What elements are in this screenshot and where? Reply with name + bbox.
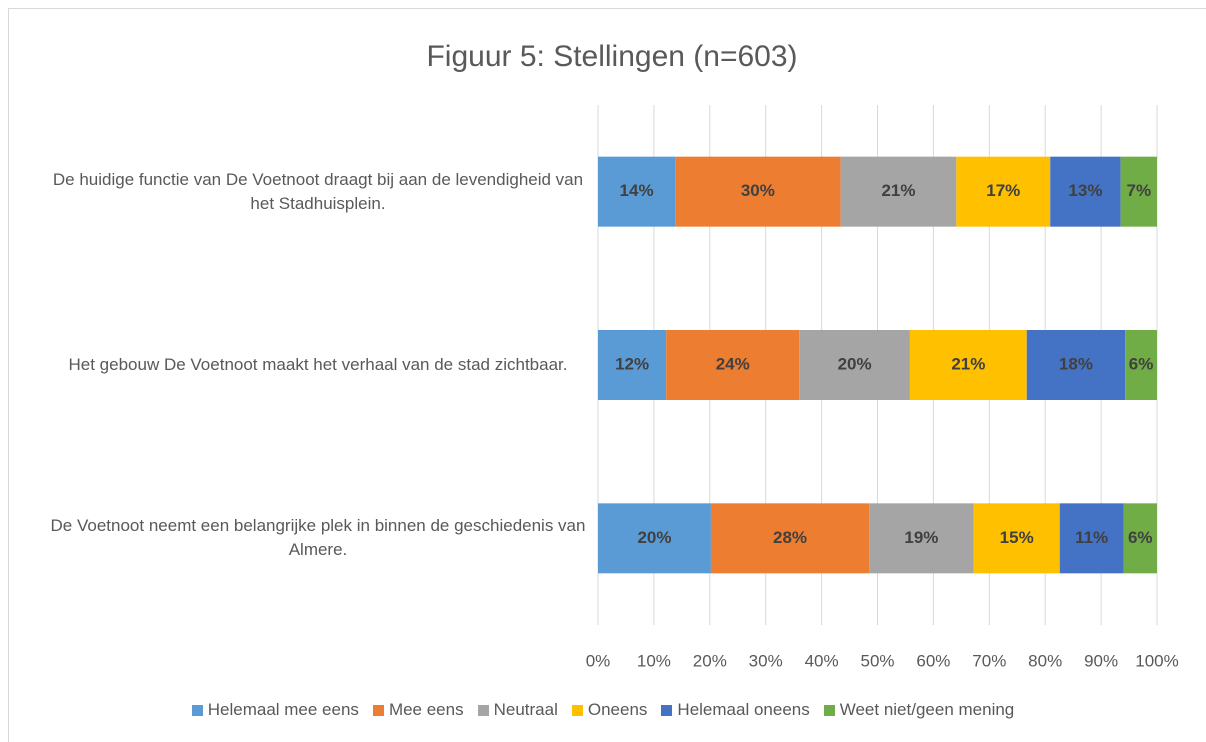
bar-segment	[1026, 330, 1126, 400]
x-tick-label: 50%	[860, 651, 894, 670]
chart-title: Figuur 5: Stellingen (n=603)	[426, 40, 797, 73]
bar-segment	[598, 330, 667, 400]
data-label: 30%	[741, 181, 775, 200]
x-tick-label: 30%	[749, 651, 783, 670]
x-tick-label: 60%	[916, 651, 950, 670]
x-tick-label: 90%	[1084, 651, 1118, 670]
data-label: 19%	[904, 528, 938, 547]
chart-border	[8, 8, 1206, 742]
bar-segment	[675, 156, 841, 227]
x-tick-label: 0%	[586, 651, 611, 670]
legend-item: Helemaal mee eens	[191, 700, 359, 720]
x-tick-label: 70%	[972, 651, 1006, 670]
data-label: 13%	[1068, 181, 1102, 200]
data-label: 6%	[1129, 354, 1154, 373]
bar-segment	[869, 503, 974, 574]
bar-segment	[973, 503, 1060, 574]
legend-item: Weet niet/geen mening	[823, 700, 1015, 720]
legend-swatch	[477, 704, 489, 716]
bar-segment	[1125, 330, 1157, 400]
data-label: 21%	[951, 354, 985, 373]
bar-segment	[799, 330, 910, 400]
bar-segment	[956, 156, 1051, 227]
bar-segment	[1050, 156, 1121, 227]
data-label: 12%	[615, 354, 649, 373]
data-label: 15%	[1000, 528, 1034, 547]
legend-item: Neutraal	[477, 700, 558, 720]
x-tick-label: 80%	[1028, 651, 1062, 670]
legend-label: Mee eens	[388, 700, 464, 719]
data-label: 7%	[1127, 181, 1152, 200]
data-label: 20%	[637, 528, 671, 547]
data-label: 21%	[881, 181, 915, 200]
legend-label: Neutraal	[493, 700, 558, 719]
bar-segment	[1123, 503, 1157, 574]
legend-swatch	[372, 704, 384, 716]
bar-segment	[598, 503, 711, 574]
legend-label: Oneens	[587, 700, 648, 719]
legend-label: Weet niet/geen mening	[839, 700, 1015, 719]
bar-segment	[666, 330, 800, 400]
x-tick-label: 40%	[805, 651, 839, 670]
legend: Helemaal mee eens Mee eens Neutraal Oneens H…	[0, 700, 1206, 720]
legend-item: Mee eens	[372, 700, 464, 720]
bar-segment	[840, 156, 957, 227]
data-label: 6%	[1128, 528, 1153, 547]
legend-label: Helemaal mee eens	[207, 700, 359, 719]
legend-swatch	[661, 704, 673, 716]
legend-swatch	[191, 704, 203, 716]
category-label: De Voetnoot neemt een belangrijke plek i…	[50, 516, 586, 560]
x-tick-label: 100%	[1135, 651, 1178, 670]
legend-item: Helemaal oneens	[661, 700, 810, 720]
legend-swatch	[571, 704, 583, 716]
data-label: 11%	[1075, 528, 1108, 547]
data-label: 24%	[716, 354, 750, 373]
legend-item: Oneens	[571, 700, 648, 720]
legend-label: Helemaal oneens	[677, 700, 810, 719]
bar-segment	[909, 330, 1027, 400]
data-label: 14%	[620, 181, 654, 200]
category-label: Het gebouw De Voetnoot maakt het verhaal…	[68, 355, 568, 374]
bar-segment	[1120, 156, 1157, 227]
data-label: 18%	[1059, 354, 1093, 373]
category-label: De huidige functie van De Voetnoot draag…	[52, 169, 584, 213]
data-label: 17%	[986, 181, 1020, 200]
data-label: 28%	[773, 528, 807, 547]
x-tick-label: 10%	[637, 651, 671, 670]
bar-segment	[1059, 503, 1124, 574]
legend-swatch	[823, 704, 835, 716]
bar-segment	[710, 503, 870, 574]
data-label: 20%	[838, 354, 872, 373]
bar-segment	[598, 156, 676, 227]
x-tick-label: 20%	[693, 651, 727, 670]
